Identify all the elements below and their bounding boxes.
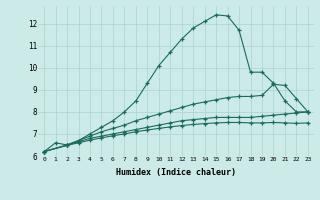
X-axis label: Humidex (Indice chaleur): Humidex (Indice chaleur) (116, 168, 236, 177)
